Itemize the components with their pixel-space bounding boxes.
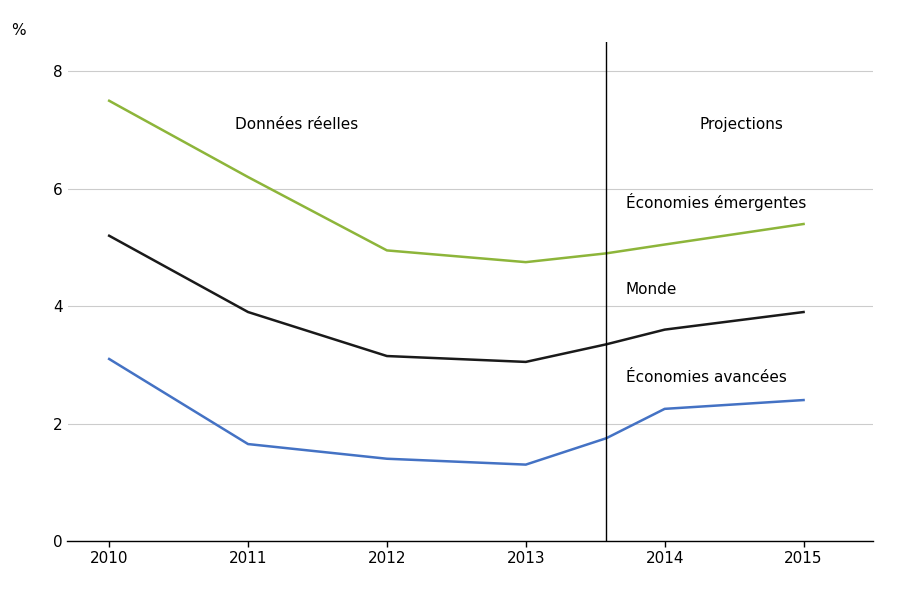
Text: %: % [12, 23, 26, 38]
Text: Monde: Monde [626, 282, 677, 297]
Text: Données réelles: Données réelles [235, 117, 358, 132]
Text: Économies avancées: Économies avancées [626, 370, 787, 385]
Text: Projections: Projections [699, 117, 783, 132]
Text: Économies émergentes: Économies émergentes [626, 193, 806, 211]
